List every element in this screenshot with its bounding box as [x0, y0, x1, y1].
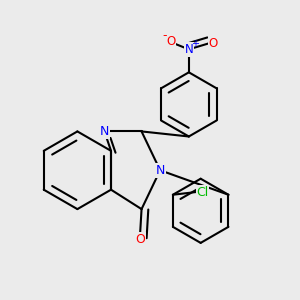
Text: N: N	[155, 164, 165, 177]
Text: O: O	[135, 233, 145, 246]
Text: N: N	[184, 43, 193, 56]
Text: O: O	[166, 35, 176, 48]
Text: -: -	[162, 29, 166, 42]
Text: +: +	[191, 39, 199, 49]
Text: N: N	[100, 125, 109, 138]
Text: O: O	[208, 37, 218, 50]
Text: Cl: Cl	[196, 186, 209, 199]
